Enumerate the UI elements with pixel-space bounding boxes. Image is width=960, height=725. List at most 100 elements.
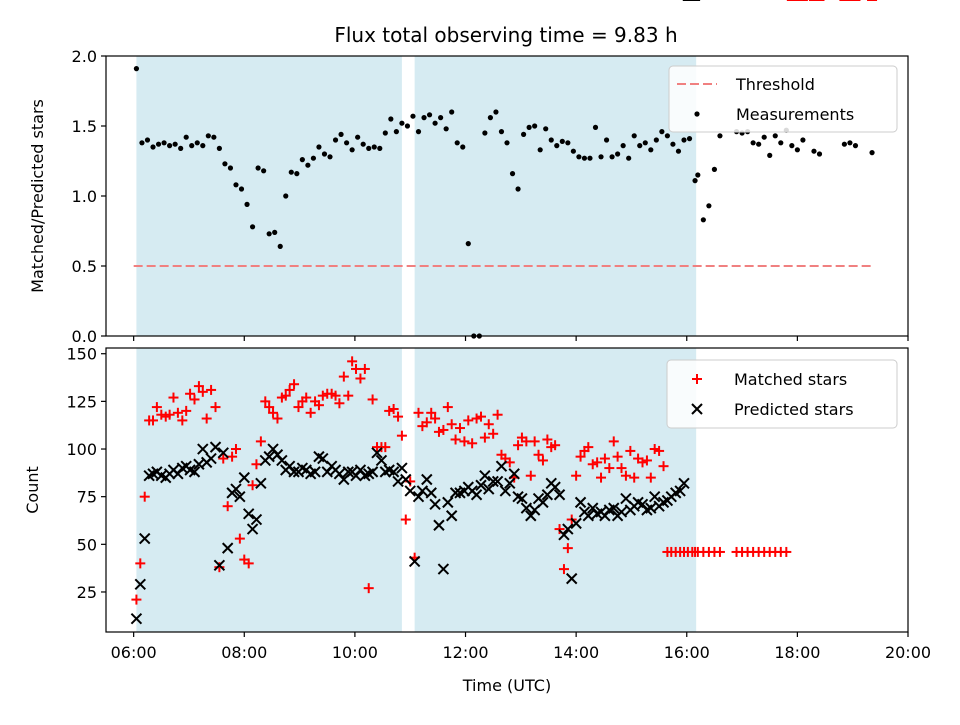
matched-star-point xyxy=(214,562,225,573)
predicted-star-point xyxy=(205,452,217,465)
predicted-star-point-b xyxy=(205,452,217,465)
predicted-star-point-b xyxy=(276,454,288,467)
measurement-point xyxy=(576,154,582,160)
predicted-star-point xyxy=(429,498,441,511)
matched-star-point xyxy=(525,470,536,481)
matched-star-point xyxy=(185,388,196,399)
measurement-point xyxy=(249,224,256,230)
measurement-point xyxy=(366,145,372,151)
x-tick-label: 08:00 xyxy=(221,643,267,662)
measurement-point xyxy=(238,186,245,192)
measurement-point xyxy=(332,137,339,143)
predicted-star-point-b xyxy=(408,555,421,568)
measurement-point xyxy=(161,140,167,146)
measurement-point xyxy=(233,182,239,188)
measurement-point xyxy=(565,140,571,146)
predicted-star-point-b xyxy=(562,523,574,535)
matched-star-point xyxy=(625,445,636,456)
chart-title: Flux total observing time = 9.83 h xyxy=(334,23,677,47)
bottom-legend-box xyxy=(666,359,898,429)
predicted-star-point xyxy=(425,487,437,499)
matched-star-point xyxy=(301,392,312,403)
predicted-star-point xyxy=(404,485,416,497)
predicted-star-point-b xyxy=(317,452,329,465)
measurement-point xyxy=(816,151,823,157)
matched-star-point xyxy=(492,409,503,420)
matched-star-point xyxy=(533,449,544,460)
measurement-point xyxy=(449,109,455,115)
bottom-y-tick-label: 150 xyxy=(66,345,97,364)
predicted-star-point xyxy=(217,447,229,459)
matched-star-point xyxy=(612,451,623,462)
matched-star-point xyxy=(367,394,378,405)
predicted-star-point-b xyxy=(134,578,146,591)
measurement-point xyxy=(266,231,272,237)
matched-star-point xyxy=(168,392,179,403)
predicted-star-point xyxy=(242,508,255,520)
matched-star-point xyxy=(620,470,631,481)
predicted-star-point xyxy=(366,466,379,478)
predicted-star-point xyxy=(674,485,686,497)
predicted-star-point-b xyxy=(645,502,657,514)
measurement-point xyxy=(794,147,800,153)
top-legend: Threshold Measurements xyxy=(668,65,898,133)
measurement-point xyxy=(487,115,494,121)
predicted-star-point-b xyxy=(574,496,587,509)
predicted-star-point xyxy=(234,490,246,503)
measurement-point xyxy=(338,131,344,137)
matched-star-point xyxy=(463,415,474,426)
matched-star-point xyxy=(317,390,328,401)
predicted-star-point xyxy=(645,502,657,514)
measurement-point xyxy=(216,145,222,151)
matched-star-point xyxy=(714,546,725,557)
matched-star-point xyxy=(608,436,619,447)
predicted-star-point xyxy=(608,502,620,514)
matched-star-point xyxy=(338,371,349,382)
predicted-star-point xyxy=(375,454,388,467)
measurement-point xyxy=(294,171,300,177)
predicted-star-point-b xyxy=(383,464,395,476)
measurement-point xyxy=(310,155,317,161)
predicted-star-point-b xyxy=(387,466,400,478)
measurement-point xyxy=(421,115,427,121)
predicted-star-point xyxy=(230,483,242,495)
predicted-star-point xyxy=(549,481,561,493)
measurement-point xyxy=(144,137,151,143)
matched-star-point xyxy=(562,543,573,554)
measurement-point xyxy=(344,140,350,146)
measurement-point xyxy=(841,141,847,147)
matched-star-point xyxy=(537,455,548,466)
predicted-star-point xyxy=(495,460,508,472)
predicted-star-point xyxy=(288,466,300,478)
measurement-point xyxy=(767,152,773,158)
predicted-star-point-b xyxy=(354,464,367,476)
matched-star-point xyxy=(426,407,437,418)
matched-star-point xyxy=(172,407,183,418)
measurement-point xyxy=(222,161,228,167)
predicted-star-point xyxy=(582,510,595,522)
measurement-point xyxy=(133,66,140,72)
predicted-star-point xyxy=(553,489,566,501)
matched-star-point xyxy=(550,440,561,451)
measurement-point xyxy=(349,147,355,153)
measurement-point xyxy=(382,130,388,136)
top-panel: 0.0 0.5 1.0 1.5 2.0 Matched/Predicted stars Th… xyxy=(28,47,909,346)
measurement-point xyxy=(581,155,588,161)
legend-predicted-label: Predicted stars xyxy=(734,400,854,419)
predicted-star-point xyxy=(574,496,587,509)
measurement-point xyxy=(615,151,621,157)
measurement-point xyxy=(717,133,723,139)
predicted-star-point-b xyxy=(217,447,229,459)
matched-star-point xyxy=(280,390,291,401)
matched-star-point xyxy=(529,436,540,447)
predicted-star-point xyxy=(387,466,400,478)
measurement-point xyxy=(515,186,521,192)
predicted-star-point-b xyxy=(412,490,425,503)
predicted-star-point-b xyxy=(188,466,201,478)
predicted-star-point xyxy=(499,485,512,497)
matched-star-point xyxy=(227,451,238,462)
predicted-star-point-b xyxy=(333,468,346,480)
predicted-star-point-b xyxy=(512,490,524,503)
predicted-star-point-b xyxy=(283,460,296,472)
predicted-star-point xyxy=(437,563,450,575)
